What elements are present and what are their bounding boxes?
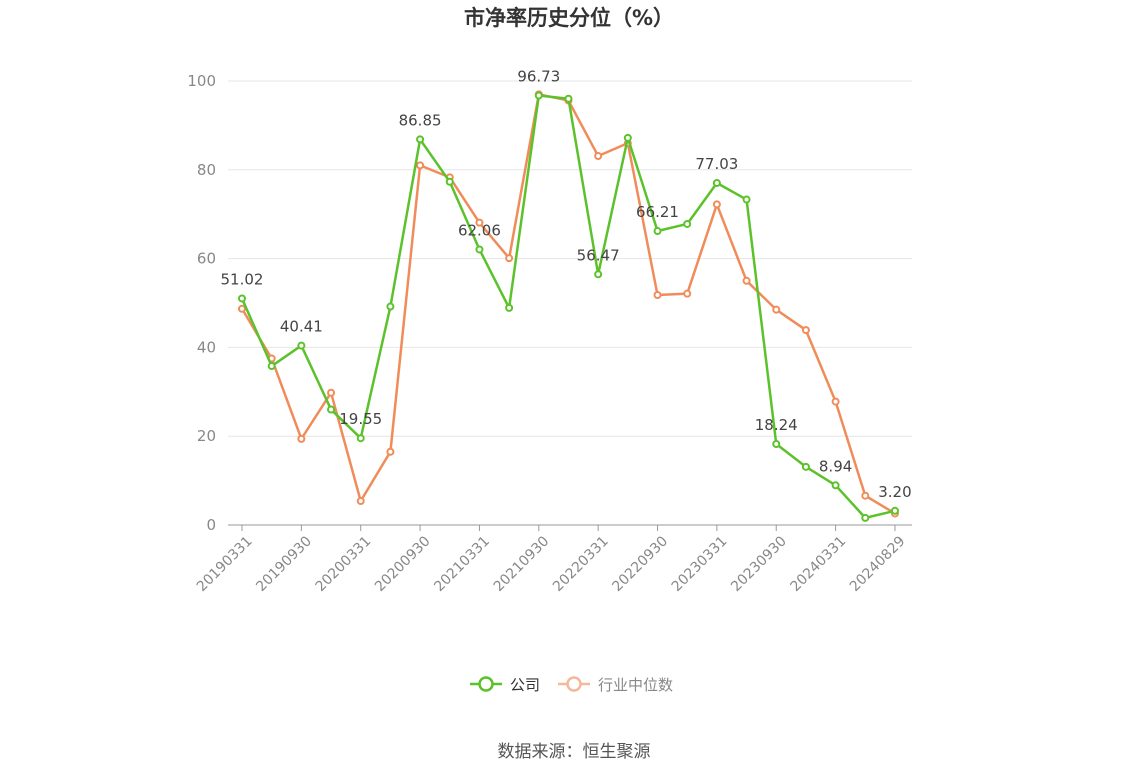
industry-data-point[interactable] — [801, 326, 810, 335]
industry-data-point[interactable] — [594, 152, 603, 161]
x-tick-label: 20210331 — [431, 533, 493, 595]
x-tick-label: 20240331 — [788, 533, 850, 595]
industry-data-point[interactable] — [861, 491, 870, 500]
data-label: 86.85 — [399, 111, 442, 129]
x-tick-label: 20190331 — [194, 533, 256, 595]
data-label: 77.03 — [695, 155, 738, 173]
industry-data-point[interactable] — [653, 291, 662, 300]
industry-data-point[interactable] — [505, 254, 514, 263]
legend-company-marker — [478, 676, 494, 692]
company-data-point[interactable] — [890, 506, 899, 515]
chart-title: 市净率历史分位（%） — [464, 6, 674, 30]
legend-company-label: 公司 — [510, 676, 540, 694]
company-data-point[interactable] — [683, 219, 692, 228]
company-data-point[interactable] — [564, 94, 573, 103]
data-label: 62.06 — [458, 221, 501, 239]
x-tick-label: 20240829 — [847, 533, 909, 595]
legend-industry-label: 行业中位数 — [598, 676, 673, 694]
data-label: 19.55 — [339, 410, 382, 428]
industry-data-point[interactable] — [327, 388, 336, 397]
company-data-point[interactable] — [772, 440, 781, 449]
industry-data-point[interactable] — [831, 397, 840, 406]
company-data-point[interactable] — [356, 434, 365, 443]
data-label-layer: 51.02 40.41 19.55 86.85 62.06 96.73 56.47 66.21… — [221, 68, 912, 501]
data-label: 51.02 — [221, 270, 264, 288]
x-tick-label: 20220930 — [609, 533, 671, 595]
company-data-point[interactable] — [653, 227, 662, 236]
company-data-point[interactable] — [712, 178, 721, 187]
data-source: 数据来源：恒生聚源 — [498, 742, 651, 762]
company-data-point[interactable] — [327, 405, 336, 414]
legend-item-industry[interactable]: 行业中位数 — [558, 676, 673, 694]
legend-industry-marker — [566, 676, 582, 692]
company-data-point[interactable] — [594, 270, 603, 279]
legend-item-company[interactable]: 公司 — [470, 676, 540, 694]
company-data-point[interactable] — [238, 294, 246, 303]
series-layer — [238, 90, 899, 522]
y-tick-label: 80 — [197, 161, 216, 179]
data-label: 40.41 — [280, 318, 323, 336]
data-label: 18.24 — [755, 416, 798, 434]
y-tick-label: 20 — [197, 427, 216, 445]
company-data-point[interactable] — [267, 362, 276, 371]
x-tick-label: 20190930 — [253, 533, 315, 595]
company-data-point[interactable] — [831, 481, 840, 490]
data-label: 3.20 — [878, 483, 911, 501]
x-tick-label: 20230331 — [669, 533, 731, 595]
data-label: 8.94 — [819, 457, 852, 475]
x-tick-label: 20210930 — [491, 533, 553, 595]
industry-data-point[interactable] — [297, 434, 306, 443]
industry-data-point[interactable] — [386, 447, 395, 456]
company-data-point[interactable] — [801, 462, 810, 471]
y-tick-label: 100 — [187, 72, 216, 90]
company-data-point[interactable] — [534, 91, 543, 100]
company-data-point[interactable] — [445, 177, 454, 186]
data-label: 56.47 — [577, 246, 620, 264]
data-label: 96.73 — [517, 68, 560, 86]
company-series-line — [240, 94, 896, 520]
data-label: 66.21 — [636, 203, 679, 221]
x-tick-label: 20200930 — [372, 533, 434, 595]
industry-data-point[interactable] — [416, 161, 425, 170]
industry-data-point[interactable] — [475, 218, 484, 227]
industry-series-line — [240, 93, 896, 515]
x-tick-label: 20230930 — [728, 533, 790, 595]
company-data-point[interactable] — [416, 135, 425, 144]
industry-data-point[interactable] — [238, 304, 246, 313]
company-data-point[interactable] — [505, 303, 514, 312]
company-data-point[interactable] — [386, 302, 395, 311]
y-tick-label: 0 — [206, 516, 216, 534]
industry-data-point[interactable] — [772, 305, 781, 314]
company-data-point[interactable] — [742, 195, 751, 204]
company-data-point[interactable] — [297, 341, 306, 350]
company-data-point[interactable] — [861, 513, 870, 522]
company-data-point[interactable] — [623, 133, 632, 142]
y-tick-label: 40 — [197, 338, 216, 356]
company-data-point[interactable] — [475, 245, 484, 254]
x-tick-label: 20200331 — [313, 533, 375, 595]
legend[interactable]: 公司 行业中位数 — [470, 676, 673, 694]
x-tick-label: 20220331 — [550, 533, 612, 595]
y-tick-label: 60 — [197, 250, 216, 268]
industry-data-point[interactable] — [683, 289, 692, 298]
industry-data-point[interactable] — [356, 497, 365, 506]
industry-data-point[interactable] — [712, 200, 721, 209]
industry-data-point[interactable] — [742, 276, 751, 285]
